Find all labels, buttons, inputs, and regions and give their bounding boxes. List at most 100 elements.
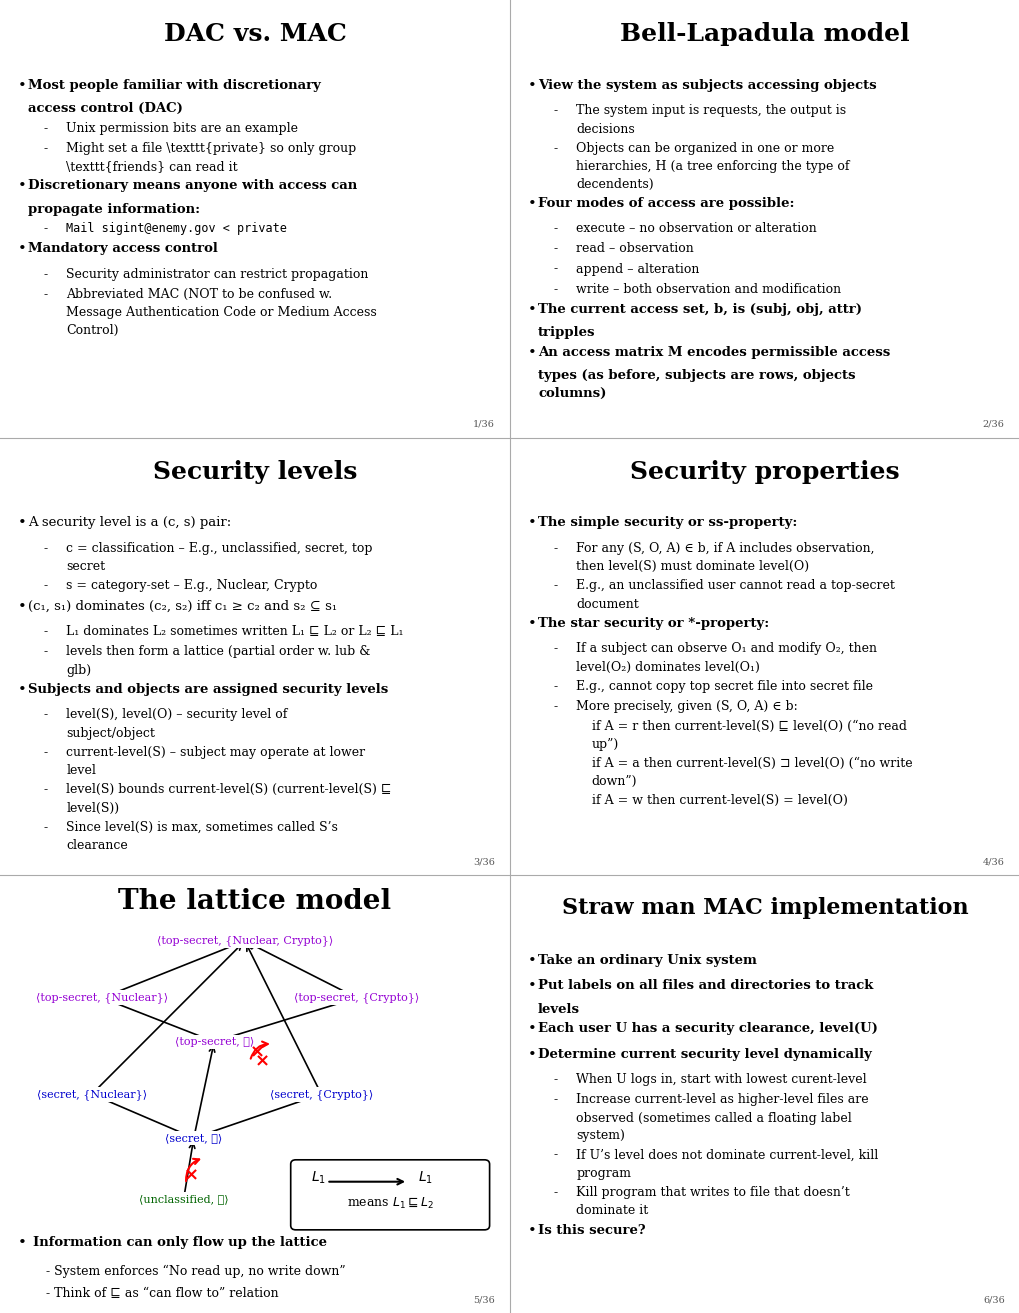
Text: Four modes of access are possible:: Four modes of access are possible:	[538, 197, 794, 210]
Text: Take an ordinary Unix system: Take an ordinary Unix system	[538, 955, 756, 968]
Text: write – both observation and modification: write – both observation and modificatio…	[576, 282, 841, 295]
Text: program: program	[576, 1167, 631, 1180]
Text: -: -	[552, 700, 557, 713]
Text: tripples: tripples	[538, 326, 595, 339]
Text: -: -	[552, 680, 557, 693]
Text: If a subject can observe O₁ and modify O₂, then: If a subject can observe O₁ and modify O…	[576, 642, 876, 655]
Text: current-level(S) – subject may operate at lower: current-level(S) – subject may operate a…	[66, 746, 365, 759]
Text: append – alteration: append – alteration	[576, 263, 699, 276]
Text: -: -	[44, 708, 48, 721]
Text: Unix permission bits are an example: Unix permission bits are an example	[66, 122, 298, 135]
Text: L₁ dominates L₂ sometimes written L₁ ⊑ L₂ or L₂ ⊑ L₁: L₁ dominates L₂ sometimes written L₁ ⊑ L…	[66, 625, 404, 638]
Text: $L_1$: $L_1$	[311, 1169, 326, 1186]
Text: -: -	[552, 282, 557, 295]
Text: ×: ×	[255, 1052, 270, 1070]
Text: •: •	[528, 979, 536, 994]
Text: - Think of ⊑ as “can flow to” relation: - Think of ⊑ as “can flow to” relation	[46, 1287, 278, 1300]
Text: up”): up”)	[591, 738, 619, 751]
Text: The system input is requests, the output is: The system input is requests, the output…	[576, 104, 846, 117]
Text: -: -	[552, 1186, 557, 1199]
Text: level(S) bounds current-level(S) (current-level(S) ⊑: level(S) bounds current-level(S) (curren…	[66, 784, 391, 797]
Text: hierarchies, H (a tree enforcing the type of: hierarchies, H (a tree enforcing the typ…	[576, 160, 849, 173]
Text: If U’s level does not dominate current-level, kill: If U’s level does not dominate current-l…	[576, 1149, 877, 1162]
Text: 2/36: 2/36	[982, 420, 1004, 429]
Text: •: •	[528, 1048, 536, 1062]
Text: -: -	[552, 1094, 557, 1107]
Text: •: •	[18, 600, 26, 613]
Text: •: •	[528, 617, 536, 632]
Text: Message Authentication Code or Medium Access: Message Authentication Code or Medium Ac…	[66, 306, 377, 319]
Text: ×: ×	[250, 1044, 265, 1062]
Text: •: •	[528, 516, 536, 530]
Text: propagate information:: propagate information:	[29, 202, 200, 215]
Text: Each user U has a security clearance, level(U): Each user U has a security clearance, le…	[538, 1023, 877, 1036]
Text: -: -	[44, 542, 48, 555]
Text: The simple security or ss-property:: The simple security or ss-property:	[538, 516, 797, 529]
Text: Is this secure?: Is this secure?	[538, 1224, 645, 1237]
Text: Put labels on all files and directories to track: Put labels on all files and directories …	[538, 979, 872, 993]
Text: ⟨top-secret, {Crypto}⟩: ⟨top-secret, {Crypto}⟩	[294, 993, 419, 1003]
Text: columns): columns)	[538, 386, 606, 399]
Text: Subjects and objects are assigned security levels: Subjects and objects are assigned securi…	[29, 683, 388, 696]
Text: subject/object: subject/object	[66, 726, 155, 739]
Text: Objects can be organized in one or more: Objects can be organized in one or more	[576, 142, 834, 155]
Text: then level(S) must dominate level(O): then level(S) must dominate level(O)	[576, 561, 809, 574]
Text: Information can only flow up the lattice: Information can only flow up the lattice	[34, 1237, 327, 1250]
Text: means $L_1 \sqsubseteq L_2$: means $L_1 \sqsubseteq L_2$	[346, 1196, 433, 1211]
Text: s = category-set – E.g., Nuclear, Crypto: s = category-set – E.g., Nuclear, Crypto	[66, 579, 317, 592]
Text: -: -	[44, 122, 48, 135]
Text: •: •	[18, 243, 26, 256]
Text: -: -	[552, 222, 557, 235]
Text: Most people familiar with discretionary: Most people familiar with discretionary	[29, 79, 321, 92]
Text: The star security or *-property:: The star security or *-property:	[538, 617, 768, 630]
Text: Kill program that writes to file that doesn’t: Kill program that writes to file that do…	[576, 1186, 849, 1199]
Text: Security properties: Security properties	[630, 460, 899, 483]
Text: decendents): decendents)	[576, 177, 653, 190]
Text: •: •	[528, 955, 536, 968]
Text: -: -	[44, 142, 48, 155]
Text: Discretionary means anyone with access can: Discretionary means anyone with access c…	[29, 180, 357, 193]
Text: 5/36: 5/36	[473, 1295, 494, 1304]
Text: Mandatory access control: Mandatory access control	[29, 243, 218, 256]
Text: 3/36: 3/36	[473, 857, 494, 867]
Text: $L_1$: $L_1$	[418, 1169, 433, 1186]
Text: access control (DAC): access control (DAC)	[29, 102, 182, 116]
Text: if A = r then current-level(S) ⊑ level(O) (“no read: if A = r then current-level(S) ⊑ level(O…	[591, 721, 906, 734]
Text: -: -	[44, 222, 48, 235]
Text: -: -	[552, 642, 557, 655]
Text: -: -	[44, 645, 48, 658]
Text: -: -	[44, 821, 48, 834]
Text: -: -	[44, 625, 48, 638]
Text: Straw man MAC implementation: Straw man MAC implementation	[561, 897, 967, 919]
Text: -: -	[552, 1073, 557, 1086]
Text: •: •	[18, 516, 26, 530]
Text: E.g., cannot copy top secret file into secret file: E.g., cannot copy top secret file into s…	[576, 680, 872, 693]
Text: document: document	[576, 597, 639, 611]
Text: •: •	[18, 1237, 26, 1250]
Text: •: •	[528, 1224, 536, 1238]
Text: system): system)	[576, 1129, 625, 1142]
Text: •: •	[18, 683, 26, 697]
Text: Security levels: Security levels	[153, 460, 357, 483]
Text: observed (sometimes called a floating label: observed (sometimes called a floating la…	[576, 1112, 851, 1125]
Text: ⟨secret, {Crypto}⟩: ⟨secret, {Crypto}⟩	[269, 1088, 373, 1099]
Text: decisions: decisions	[576, 122, 635, 135]
Text: Mail sigint@enemy.gov < private: Mail sigint@enemy.gov < private	[66, 222, 287, 235]
Text: -: -	[552, 1149, 557, 1162]
Text: ⟨secret, ∅⟩: ⟨secret, ∅⟩	[165, 1133, 222, 1142]
Text: -: -	[552, 243, 557, 256]
Text: •: •	[528, 197, 536, 211]
Text: levels: levels	[538, 1003, 580, 1016]
Text: -: -	[44, 579, 48, 592]
Text: c = classification – E.g., unclassified, secret, top: c = classification – E.g., unclassified,…	[66, 542, 372, 555]
Text: •: •	[528, 1023, 536, 1036]
Text: if A = a then current-level(S) ⊐ level(O) (“no write: if A = a then current-level(S) ⊐ level(O…	[591, 758, 911, 771]
Text: -: -	[552, 104, 557, 117]
Text: Since level(S) is max, sometimes called S’s: Since level(S) is max, sometimes called …	[66, 821, 338, 834]
Text: 4/36: 4/36	[982, 857, 1004, 867]
Text: The current access set, b, is (subj, obj, attr): The current access set, b, is (subj, obj…	[538, 303, 861, 316]
Text: DAC vs. MAC: DAC vs. MAC	[163, 22, 346, 46]
Text: clearance: clearance	[66, 839, 128, 852]
Text: types (as before, subjects are rows, objects: types (as before, subjects are rows, obj…	[538, 369, 855, 382]
Text: •: •	[18, 79, 26, 93]
